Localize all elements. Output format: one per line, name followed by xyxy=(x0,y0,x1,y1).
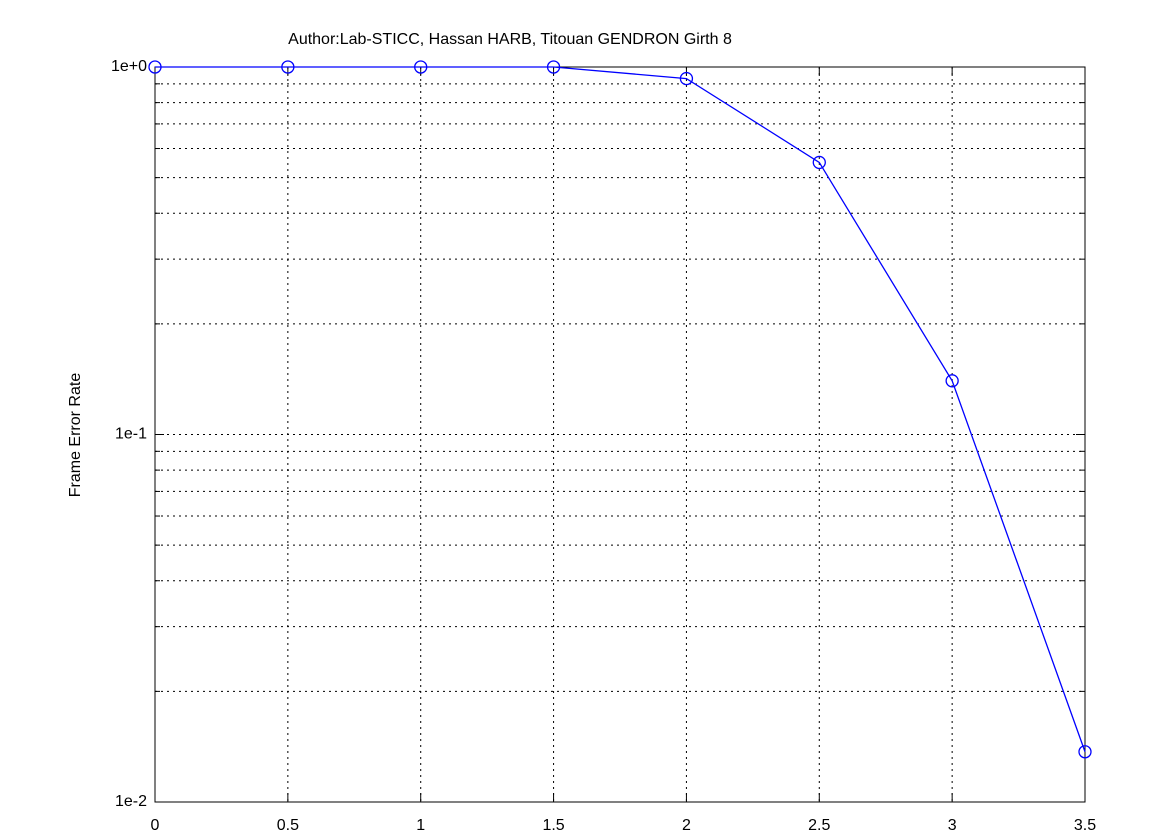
x-tick-label: 0.5 xyxy=(277,817,299,834)
y-tick-label: 1e-1 xyxy=(115,426,147,443)
x-tick-label: 2 xyxy=(682,817,691,834)
series-line xyxy=(155,66,1086,752)
marker xyxy=(679,71,694,86)
marker xyxy=(148,60,162,74)
y-axis-label: Frame Error Rate xyxy=(67,373,84,498)
x-tick-label: 0 xyxy=(151,817,160,834)
x-tick-label: 3 xyxy=(948,817,957,834)
marker xyxy=(414,60,428,74)
x-tick-label: 1.5 xyxy=(542,817,564,834)
y-tick-label: 1e+0 xyxy=(111,58,147,75)
marker xyxy=(546,60,561,74)
x-tick-label: 2.5 xyxy=(808,817,830,834)
x-tick-label: 3.5 xyxy=(1074,817,1096,834)
plot-frame xyxy=(154,66,1086,803)
chart-title: Author:Lab-STICC, Hassan HARB, Titouan G… xyxy=(288,31,732,48)
marker xyxy=(1078,745,1092,759)
x-tick-label: 1 xyxy=(416,817,425,834)
marker xyxy=(281,60,295,74)
marker xyxy=(812,155,826,170)
y-tick-label: 1e-2 xyxy=(115,793,147,810)
marker xyxy=(945,374,959,388)
